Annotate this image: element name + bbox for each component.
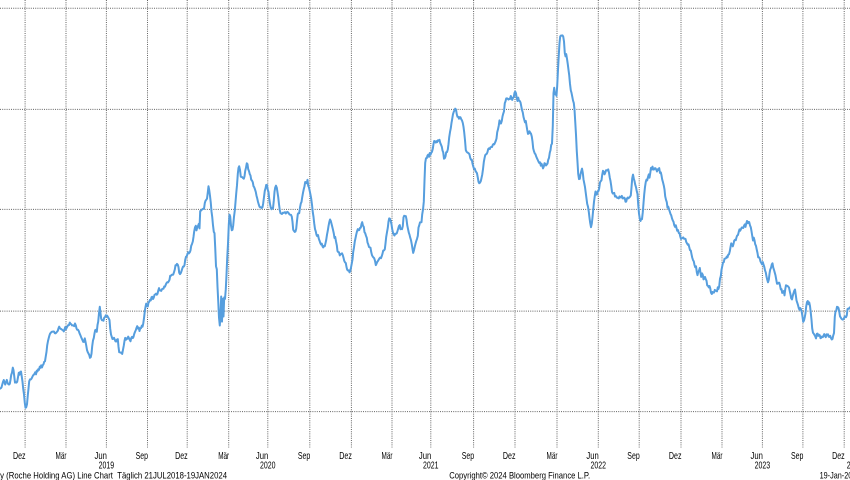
svg-text:Mär: Mär bbox=[56, 450, 67, 462]
svg-text:Jun: Jun bbox=[95, 450, 108, 462]
svg-text:Dez: Dez bbox=[669, 450, 682, 462]
svg-text:Sep: Sep bbox=[462, 450, 475, 462]
svg-text:Dez: Dez bbox=[503, 450, 516, 462]
svg-text:2024: 2024 bbox=[847, 460, 850, 472]
svg-text:Sep: Sep bbox=[136, 450, 149, 462]
svg-text:2020: 2020 bbox=[260, 460, 276, 472]
svg-text:ty (Roche Holding AG) Line Cha: ty (Roche Holding AG) Line Chart Täglich… bbox=[0, 470, 227, 480]
svg-text:Jun: Jun bbox=[419, 450, 432, 462]
svg-text:Sep: Sep bbox=[298, 450, 311, 462]
svg-text:Copyright© 2024 Bloomberg Fina: Copyright© 2024 Bloomberg Finance L.P. bbox=[449, 470, 590, 480]
svg-text:Jun: Jun bbox=[586, 450, 599, 462]
svg-text:Mär: Mär bbox=[712, 450, 723, 462]
svg-text:Jun: Jun bbox=[751, 450, 764, 462]
svg-text:Jun: Jun bbox=[256, 450, 269, 462]
svg-text:Dez: Dez bbox=[13, 450, 26, 462]
svg-text:Sep: Sep bbox=[627, 450, 640, 462]
svg-text:Mär: Mär bbox=[218, 450, 229, 462]
svg-text:2023: 2023 bbox=[755, 460, 771, 472]
svg-text:Dez: Dez bbox=[339, 450, 352, 462]
svg-text:19-Jan-2024 10:21:14: 19-Jan-2024 10:21:14 bbox=[820, 470, 850, 480]
svg-text:Dez: Dez bbox=[175, 450, 188, 462]
svg-text:Mär: Mär bbox=[547, 450, 558, 462]
svg-text:Sep: Sep bbox=[791, 450, 804, 462]
svg-text:Dez: Dez bbox=[832, 450, 845, 462]
svg-text:2021: 2021 bbox=[423, 460, 439, 472]
svg-text:Mär: Mär bbox=[382, 450, 393, 462]
svg-text:2019: 2019 bbox=[99, 460, 115, 472]
svg-text:2022: 2022 bbox=[591, 460, 607, 472]
